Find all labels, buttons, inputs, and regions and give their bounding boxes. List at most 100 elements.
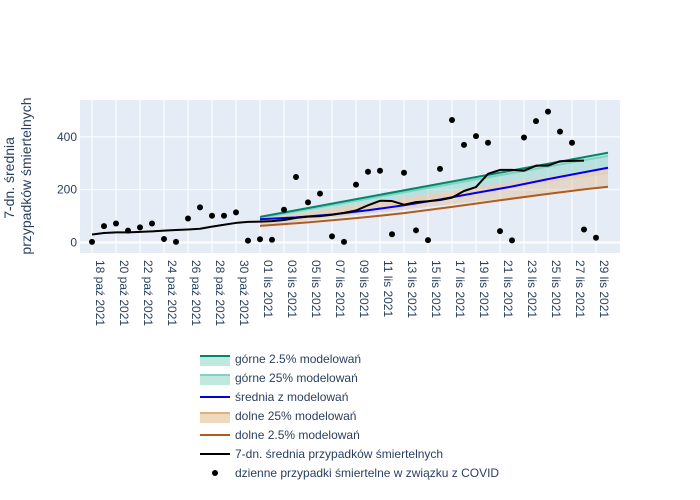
daily-death-point bbox=[113, 220, 119, 227]
daily-death-point bbox=[377, 167, 383, 174]
daily-death-point bbox=[413, 227, 419, 234]
y-tick-label: 400 bbox=[57, 130, 77, 144]
daily-death-point bbox=[317, 190, 323, 197]
x-tick-label: 23 lis 2021 bbox=[525, 260, 539, 318]
daily-death-point bbox=[149, 220, 155, 227]
x-axis-ticks: 18 paź 2021 20 paź 2021 22 paź 2021 24 paź … bbox=[93, 260, 611, 326]
daily-death-point bbox=[185, 215, 191, 222]
x-tick-label: 17 lis 2021 bbox=[453, 260, 467, 318]
y-tick-label: 200 bbox=[57, 183, 77, 197]
daily-death-point bbox=[197, 204, 203, 211]
legend-swatch bbox=[200, 375, 230, 385]
line-7day-average bbox=[91, 159, 585, 236]
x-tick-label: 24 paź 2021 bbox=[165, 260, 179, 326]
legend-swatch bbox=[200, 413, 230, 423]
line-lower-2-5 bbox=[259, 185, 609, 227]
legend-item: dolne 25% modelowań bbox=[200, 409, 356, 423]
daily-death-point bbox=[233, 209, 239, 216]
plot-area bbox=[80, 100, 620, 253]
legend-item: górne 2.5% modelowań bbox=[200, 352, 361, 366]
daily-death-point bbox=[137, 224, 143, 231]
legend-swatch bbox=[200, 356, 230, 366]
legend-item: 7-dn. średnia przypadków śmiertelnych bbox=[200, 447, 443, 461]
daily-deaths-points bbox=[89, 108, 599, 245]
daily-death-point bbox=[521, 134, 527, 141]
legend-swatch-marker bbox=[212, 470, 218, 476]
daily-death-point bbox=[101, 223, 107, 230]
daily-death-point bbox=[449, 117, 455, 124]
x-tick-label: 05 lis 2021 bbox=[309, 260, 323, 318]
y-axis-label-line-2: przypadków śmiertelnych bbox=[18, 97, 34, 254]
legend: górne 2.5% modelowań górne 25% modelowań ś… bbox=[200, 352, 499, 480]
x-tick-label: 13 lis 2021 bbox=[405, 260, 419, 318]
line-upper-2-5 bbox=[259, 151, 609, 218]
legend-label: dolne 25% modelowań bbox=[235, 409, 356, 423]
legend-label: 7-dn. średnia przypadków śmiertelnych bbox=[235, 447, 443, 461]
x-tick-label: 27 lis 2021 bbox=[573, 260, 587, 318]
y-axis-label-line-1: 7-dn. średnia bbox=[1, 137, 17, 219]
daily-death-point bbox=[593, 234, 599, 241]
x-tick-label: 28 paź 2021 bbox=[213, 260, 227, 326]
daily-death-point bbox=[485, 139, 491, 146]
daily-death-point bbox=[509, 237, 515, 244]
x-tick-label: 22 paź 2021 bbox=[141, 260, 155, 326]
daily-death-point bbox=[245, 237, 251, 244]
line-upper-25 bbox=[259, 154, 609, 219]
daily-death-point bbox=[281, 206, 287, 213]
legend-item: górne 25% modelowań bbox=[200, 371, 358, 385]
x-tick-label: 21 lis 2021 bbox=[501, 260, 515, 318]
daily-death-point bbox=[425, 237, 431, 244]
daily-death-point bbox=[221, 212, 227, 219]
daily-death-point bbox=[497, 228, 503, 235]
series-lines bbox=[91, 151, 609, 236]
daily-death-point bbox=[329, 233, 335, 240]
x-tick-label: 03 lis 2021 bbox=[285, 260, 299, 318]
x-tick-label: 19 lis 2021 bbox=[477, 260, 491, 318]
daily-death-point bbox=[569, 139, 575, 146]
legend-label: górne 2.5% modelowań bbox=[235, 352, 361, 366]
daily-death-point bbox=[533, 118, 539, 125]
legend-item: dzienne przypadki śmiertelne w związku z… bbox=[212, 466, 499, 480]
legend-item: dolne 2.5% modelowań bbox=[200, 428, 360, 442]
daily-death-point bbox=[293, 174, 299, 181]
x-tick-label: 26 paź 2021 bbox=[189, 260, 203, 326]
y-axis-label: 7-dn. średnia przypadków śmiertelnych bbox=[1, 97, 34, 254]
gridlines bbox=[80, 100, 620, 253]
daily-death-point bbox=[365, 168, 371, 175]
daily-death-point bbox=[581, 226, 587, 233]
legend-label: dolne 2.5% modelowań bbox=[235, 428, 360, 442]
daily-death-point bbox=[437, 165, 443, 172]
x-tick-label: 07 lis 2021 bbox=[333, 260, 347, 318]
daily-death-point bbox=[173, 238, 179, 245]
legend-label: średnia z modelowań bbox=[235, 390, 348, 404]
legend-label: górne 25% modelowań bbox=[235, 371, 358, 385]
y-tick-label: 0 bbox=[70, 235, 77, 249]
band-lower-25 bbox=[260, 167, 608, 224]
daily-death-point bbox=[353, 181, 359, 188]
daily-death-point bbox=[209, 212, 215, 219]
y-axis-ticks: 0 200 400 bbox=[57, 130, 77, 250]
daily-death-point bbox=[341, 238, 347, 245]
daily-death-point bbox=[473, 133, 479, 140]
x-tick-label: 29 lis 2021 bbox=[597, 260, 611, 318]
daily-death-point bbox=[389, 231, 395, 238]
x-tick-label: 09 lis 2021 bbox=[357, 260, 371, 318]
daily-death-point bbox=[269, 236, 275, 243]
daily-death-point bbox=[461, 141, 467, 148]
daily-death-point bbox=[401, 169, 407, 176]
daily-death-point bbox=[89, 238, 95, 245]
daily-death-point bbox=[545, 108, 551, 115]
daily-death-point bbox=[125, 227, 131, 234]
legend-item: średnia z modelowań bbox=[200, 390, 348, 404]
x-tick-label: 25 lis 2021 bbox=[549, 260, 563, 318]
legend-label: dzienne przypadki śmiertelne w związku z… bbox=[235, 466, 499, 480]
x-tick-label: 20 paź 2021 bbox=[117, 260, 131, 326]
x-tick-label: 01 lis 2021 bbox=[261, 260, 275, 318]
daily-death-point bbox=[161, 236, 167, 243]
x-tick-label: 30 paź 2021 bbox=[237, 260, 251, 326]
x-tick-label: 11 lis 2021 bbox=[381, 260, 395, 317]
x-tick-label: 15 lis 2021 bbox=[429, 260, 443, 318]
daily-death-point bbox=[557, 128, 563, 135]
x-tick-label: 18 paź 2021 bbox=[93, 260, 107, 326]
